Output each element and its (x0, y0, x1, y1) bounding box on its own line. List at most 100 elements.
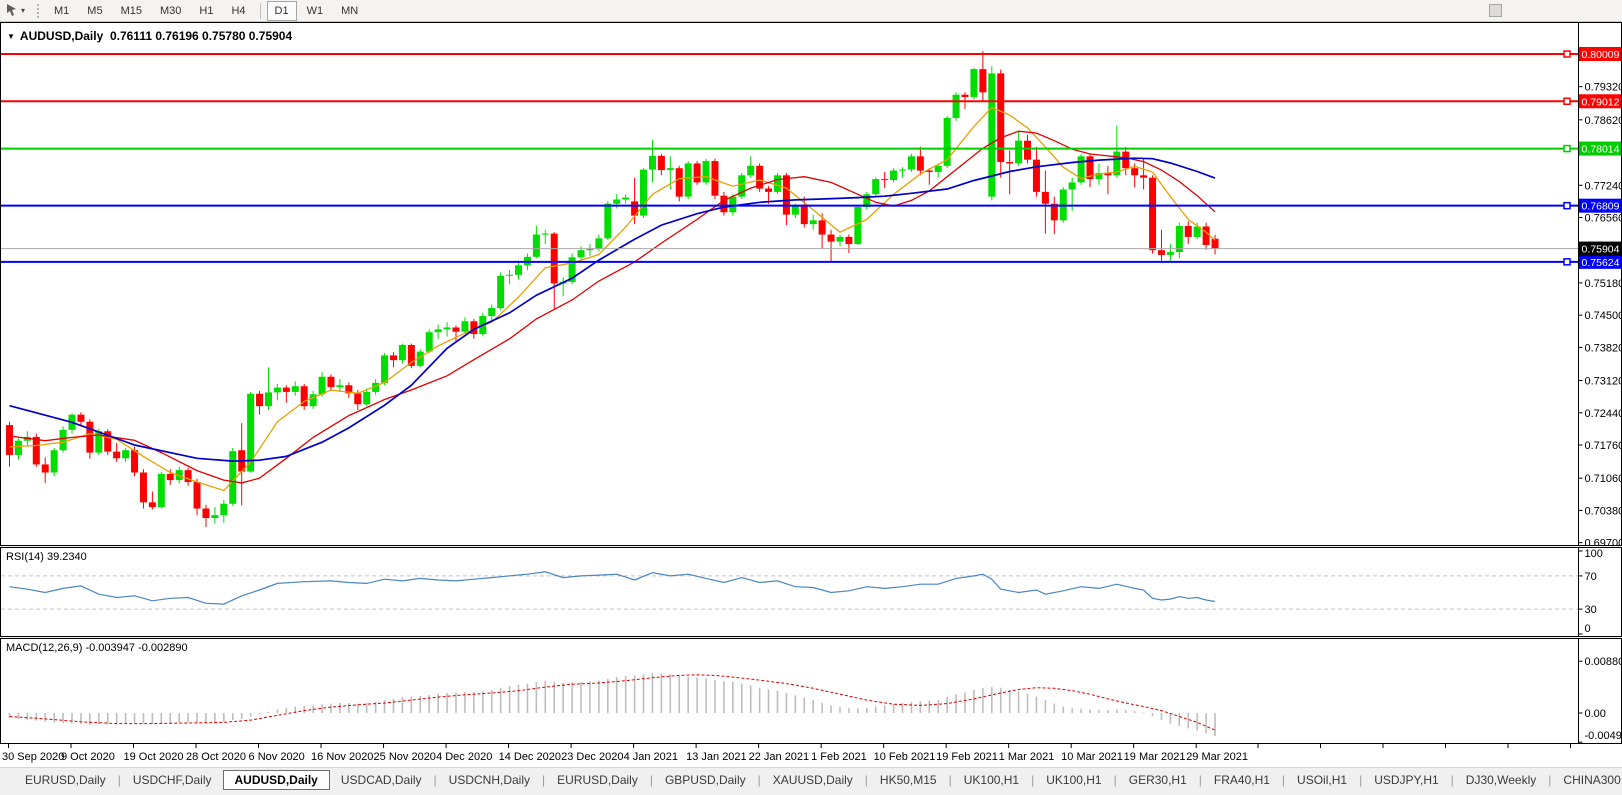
chart-tab-usoil-h1[interactable]: USOil,H1 (1297, 773, 1348, 787)
rsi-panel[interactable]: 100 70 30 0 RSI(14) 39.2340 (0, 547, 1622, 637)
candle-body (613, 199, 621, 204)
date-axis-label: 9 Oct 2020 (61, 751, 115, 763)
chart-tab-uk100-h1[interactable]: UK100,H1 (1046, 773, 1102, 787)
macd-svg: 0.008807 0.00 -0.004961 (8, 639, 1621, 743)
line-handle[interactable] (1563, 97, 1571, 106)
candle-body (702, 161, 710, 183)
candle-body (631, 201, 639, 216)
tab-separator: | (757, 773, 761, 787)
candle-body (354, 393, 362, 405)
chart-tab-uk100-h1[interactable]: UK100,H1 (963, 773, 1020, 787)
candle-body (595, 238, 603, 249)
tab-separator: | (117, 773, 121, 787)
candle-body (648, 155, 656, 170)
candle-body (139, 472, 147, 503)
chart-dropdown-icon[interactable]: ▼ (7, 32, 15, 41)
date-axis[interactable]: 30 Sep 2020 9 Oct 2020 19 Oct 2020 28 Oct 2… (0, 744, 1622, 767)
candle-body (720, 195, 728, 213)
candle-body (41, 464, 49, 473)
line-handle[interactable] (1563, 144, 1571, 153)
candle-body (309, 394, 317, 407)
toolbar-dropdown-icon[interactable]: ▾ (21, 6, 26, 15)
timeframe-button-mn[interactable]: MN (341, 4, 359, 17)
tab-separator: | (649, 773, 653, 787)
candle-body (640, 169, 648, 216)
chart-tab-fra40-h1[interactable]: FRA40,H1 (1213, 773, 1270, 787)
candle-body (1050, 203, 1058, 221)
chart-tab-usdjpy-h1[interactable]: USDJPY,H1 (1374, 773, 1439, 787)
date-axis-label: 10 Feb 2021 (874, 751, 936, 763)
chart-tab-gbpusd-daily[interactable]: GBPUSD,Daily (664, 773, 746, 787)
candle-body (184, 470, 192, 482)
candle-body (416, 351, 424, 366)
timeframe-button-m30[interactable]: M30 (159, 4, 182, 17)
tab-separator: | (1281, 773, 1286, 787)
macd-panel[interactable]: 0.008807 0.00 -0.004961 MACD(12,26,9) -0.0… (0, 638, 1622, 744)
chart-tab-ger30-h1[interactable]: GER30,H1 (1128, 773, 1187, 787)
candle-body (943, 117, 951, 166)
chart-tab-usdcad-daily[interactable]: USDCAD,Daily (340, 773, 422, 787)
candle-body (1193, 226, 1201, 237)
candle-body (845, 236, 853, 245)
date-axis-label: 19 Oct 2020 (124, 751, 184, 763)
candle-body (738, 175, 746, 197)
candle-body (470, 321, 478, 335)
timeframe-button-m5[interactable]: M5 (87, 4, 103, 17)
candle-body (765, 188, 773, 192)
candle-body (961, 94, 969, 98)
rsi-axis-tick-label: 100 (1585, 548, 1603, 560)
price-level-badge-text: 0.75624 (1582, 257, 1620, 269)
chart-tab-hk50-m15[interactable]: HK50,M15 (879, 773, 937, 787)
candle-body (872, 179, 880, 195)
candle-body (952, 94, 960, 118)
chart-tab-dj30-weekly[interactable]: DJ30,Weekly (1465, 773, 1537, 787)
candle-body (1184, 226, 1192, 237)
timeframe-button-w1[interactable]: W1 (306, 4, 324, 17)
price-chart-panel[interactable]: 0.80009 0.79012 0.78014 0.76809 0.75624 0.759… (0, 22, 1622, 546)
candle-body (1113, 151, 1121, 176)
timeframe-button-d1[interactable]: D1 (266, 0, 297, 21)
macd-axis-tick-label: 0.00 (1585, 708, 1606, 720)
toolbar-grip[interactable] (37, 3, 40, 18)
timeframe-button-h4[interactable]: H4 (231, 4, 246, 17)
cursor-tool-icon[interactable] (4, 3, 20, 19)
candle-body (916, 156, 924, 171)
tab-separator: | (542, 773, 546, 787)
candle-body (211, 515, 219, 518)
timeframe-button-m1[interactable]: M1 (54, 4, 70, 17)
timeframe-button-m15[interactable]: M15 (120, 4, 142, 17)
candle-body (729, 196, 737, 213)
candle-body (854, 207, 862, 245)
date-axis-label: 23 Dec 2020 (561, 751, 623, 763)
chart-tab-usdcnh-daily[interactable]: USDCNH,Daily (448, 773, 531, 787)
chart-tab-xauusd-daily[interactable]: XAUUSD,Daily (772, 773, 853, 787)
price-axis-tick-label: 0.73120 (1585, 376, 1622, 388)
price-axis-tick-label: 0.78620 (1585, 115, 1622, 127)
tab-separator: | (948, 773, 952, 787)
candle-body (997, 73, 1005, 163)
candle-body (907, 156, 915, 170)
candle-body (586, 248, 594, 251)
timeframe-button-h1[interactable]: H1 (199, 4, 214, 17)
line-handle[interactable] (1563, 258, 1571, 266)
chart-tab-audusd-daily[interactable]: AUDUSD,Daily (222, 770, 330, 790)
candle-body (925, 170, 933, 172)
candle-body (1202, 226, 1210, 245)
tab-separator: | (1548, 773, 1552, 787)
ma-slow-line[interactable] (9, 157, 1216, 462)
chart-tab-usdchf-daily[interactable]: USDCHF,Daily (132, 773, 212, 787)
candle-body (282, 387, 290, 392)
chart-tab-eurusd-daily[interactable]: EURUSD,Daily (557, 773, 638, 787)
candle-body (193, 481, 201, 509)
candle-body (1032, 159, 1040, 192)
candle-body (782, 175, 790, 215)
chart-tab-china300-h1[interactable]: CHINA300,H1 (1563, 773, 1622, 787)
candle-body (1211, 238, 1219, 249)
line-handle[interactable] (1563, 50, 1571, 58)
chart-tab-eurusd-daily[interactable]: EURUSD,Daily (25, 773, 106, 787)
line-handle[interactable] (1563, 201, 1571, 210)
candle-body (363, 391, 371, 405)
chart-ohlc-values: 0.76111 0.76196 0.75780 0.75904 (109, 29, 293, 43)
candle-body (264, 392, 272, 407)
rsi-label: RSI(14) 39.2340 (6, 551, 87, 563)
